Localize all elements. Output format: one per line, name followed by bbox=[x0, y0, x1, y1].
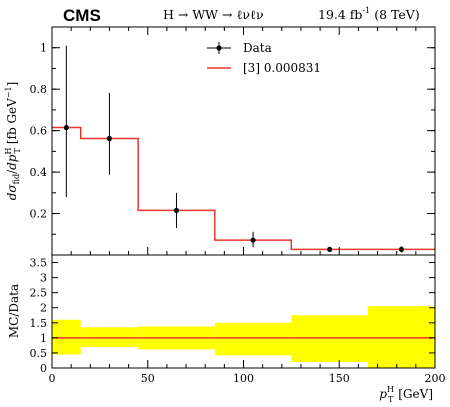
x-tick-label: 50 bbox=[141, 372, 155, 385]
ratio-band-bin bbox=[52, 319, 81, 355]
data-layer bbox=[63, 45, 405, 253]
ratio-panel: 00.511.522.533.5 0 50 100 150 200 MC/Data pH… bbox=[7, 254, 446, 404]
lumi-value: 19.4 fb bbox=[318, 7, 362, 22]
legend-data-label: Data bbox=[243, 41, 272, 55]
ratio-band-bin bbox=[367, 306, 435, 368]
ratio-x-ticks: 0 50 100 150 200 bbox=[49, 360, 446, 385]
data-point bbox=[106, 135, 113, 142]
data-point bbox=[250, 237, 256, 243]
main-y-tick-label: 1 bbox=[40, 42, 47, 55]
ratio-y-tick-label: 0.5 bbox=[30, 347, 48, 360]
data-point bbox=[63, 124, 69, 131]
main-y-tick-label: 0.8 bbox=[30, 83, 48, 96]
ratio-y-tick-label: 2.5 bbox=[30, 287, 48, 300]
legend: Data [3] 0.000831 bbox=[207, 41, 321, 75]
ratio-y-tick-label: 0 bbox=[40, 362, 47, 375]
experiment-label: CMS bbox=[63, 6, 101, 25]
ratio-y-tick-label: 1 bbox=[40, 332, 47, 345]
ratio-band-bin bbox=[214, 322, 292, 356]
main-y-ticks: 0.2 0.4 0.6 0.8 1 bbox=[30, 26, 435, 235]
prediction-layer bbox=[52, 126, 435, 251]
ratio-band-bin bbox=[80, 327, 139, 347]
main-x-ticks bbox=[51, 27, 436, 255]
ratio-y-ticks: 0 0.5 1 1.5 2 2.5 3 3.5 bbox=[30, 257, 435, 375]
prediction-histogram bbox=[52, 126, 435, 251]
ratio-y-axis-label: MC/Data bbox=[7, 284, 21, 338]
legend-prediction-label: [3] 0.000831 bbox=[243, 61, 321, 75]
x-tick-label: 100 bbox=[233, 372, 254, 385]
main-y-tick-label: 0.2 bbox=[30, 208, 48, 221]
x-axis-label: pH T [GeV] bbox=[379, 385, 433, 404]
data-point bbox=[327, 246, 333, 253]
lumi-label: 19.4 fb-1 (8 TeV) bbox=[318, 6, 420, 22]
ratio-y-tick-label: 3.5 bbox=[30, 257, 48, 270]
data-point bbox=[173, 207, 180, 214]
process-label: H → WW → ℓνℓν bbox=[163, 7, 264, 22]
data-point bbox=[398, 246, 405, 253]
x-tick-label: 150 bbox=[329, 372, 350, 385]
energy-value: (8 TeV) bbox=[374, 7, 419, 22]
lumi-exponent: -1 bbox=[362, 6, 370, 15]
ratio-y-tick-label: 2 bbox=[40, 302, 47, 315]
ratio-band-layer bbox=[52, 306, 435, 368]
main-y-axis-label: dσfid/dpHT[fb GeV−1] bbox=[4, 82, 22, 201]
x-tick-label: 200 bbox=[425, 372, 446, 385]
main-y-tick-label: 0.4 bbox=[30, 166, 48, 179]
ratio-band-bin bbox=[291, 315, 368, 362]
main-y-tick-label: 0.6 bbox=[30, 125, 48, 138]
ratio-y-tick-label: 1.5 bbox=[30, 317, 48, 330]
legend-data-marker bbox=[216, 45, 222, 51]
ratio-y-tick-label: 3 bbox=[40, 272, 47, 285]
main-panel: 0.2 0.4 0.6 0.8 1 dσfid/dpHT[fb GeV−1] Data … bbox=[4, 26, 436, 256]
x-tick-label: 0 bbox=[49, 372, 56, 385]
